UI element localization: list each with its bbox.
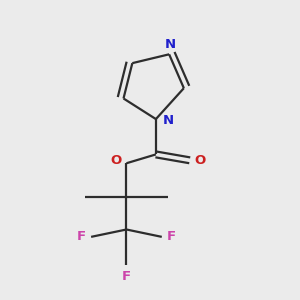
Text: O: O: [110, 154, 121, 167]
Text: N: N: [162, 114, 173, 127]
Text: F: F: [167, 230, 176, 243]
Text: O: O: [194, 154, 206, 167]
Text: N: N: [165, 38, 176, 51]
Text: F: F: [122, 270, 131, 283]
Text: F: F: [77, 230, 86, 243]
